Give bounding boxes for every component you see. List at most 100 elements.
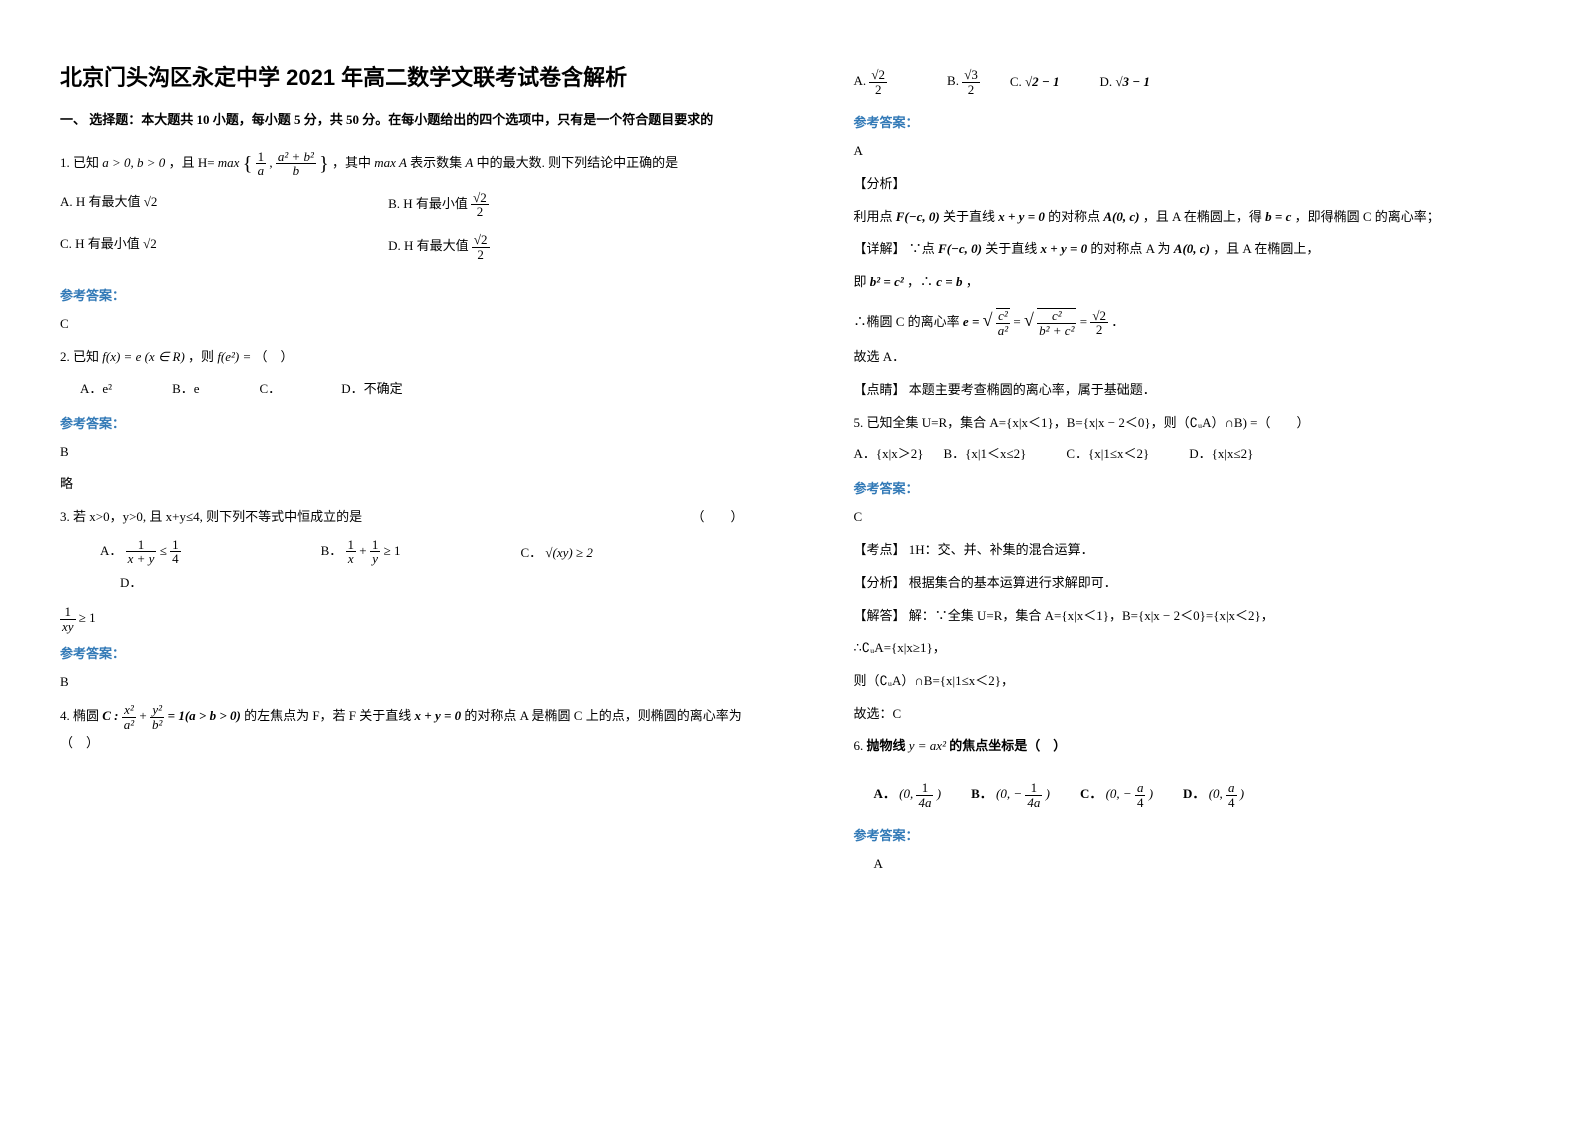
- q6-optD-den: 4: [1226, 796, 1237, 810]
- q3-optB-lfrac: 1 x: [346, 538, 357, 566]
- q6-optA-frac: 1 4a: [916, 781, 933, 809]
- q1-text-b: ，且 H=: [169, 155, 218, 170]
- q6-answer-label: 参考答案：: [854, 825, 1538, 844]
- eq2: =: [1080, 314, 1091, 329]
- q6-optD-pre: D．: [1183, 786, 1205, 801]
- q1-stem: 1. 已知 a > 0, b > 0 ，且 H= max { 1 a , a² …: [60, 145, 744, 183]
- q3-optA-rnum: 1: [170, 538, 181, 553]
- q4-eq: = 1(a > b > 0): [168, 708, 241, 723]
- q2-f: f(x) = e (x ∈ R): [102, 349, 185, 364]
- q1-optB-num: √2: [471, 191, 489, 206]
- q6-y: y = ax²: [909, 738, 946, 753]
- q4-F: F(−c, 0): [896, 209, 940, 224]
- q3-optC-pre: C．: [521, 545, 543, 560]
- q4-detail: 【详解】 ∵点 F(−c, 0) 关于直线 x + y = 0 的对称点 A 为…: [854, 237, 1538, 262]
- q6-optA-num: 1: [916, 781, 933, 796]
- q1-optD-num: √2: [472, 233, 490, 248]
- q6-optB-pre: B．: [971, 786, 993, 801]
- q4-Apt2: A(0, c): [1174, 241, 1210, 256]
- q6-optB-num: 1: [1025, 781, 1042, 796]
- q1-answer: C: [60, 312, 744, 337]
- q4-ecc-expr: e =: [963, 314, 979, 329]
- q3-optD-num: 1: [60, 605, 76, 620]
- q6-optD-num: a: [1226, 781, 1237, 796]
- q1-frac2-num: a² + b²: [276, 150, 316, 165]
- q4-line2: x + y = 0: [998, 209, 1045, 224]
- q4-stem: 4. 椭圆 C : x² a² + y² b² = 1(a > b > 0) 的…: [60, 703, 744, 756]
- q4-ecc-a: ∴椭圆 C 的离心率: [854, 314, 960, 329]
- q3-optA-pre: A．: [100, 543, 122, 558]
- page-title: 北京门头沟区永定中学 2021 年高二数学文联考试卷含解析: [60, 60, 744, 92]
- q4-a-d: ，且 A 在椭圆上，得: [1143, 209, 1262, 224]
- q5-answer-label: 参考答案：: [854, 478, 1538, 497]
- q3-answer: B: [60, 670, 744, 695]
- q4-frac2: y² b²: [150, 703, 164, 731]
- q1-text-e: 中的最大数. 则下列结论中正确的是: [477, 155, 679, 170]
- q4-optD-pre: D.: [1100, 74, 1113, 89]
- q1-options: A. H 有最大值 √2 B. H 有最小值 √2 2 C. H 有最小值 √2…: [60, 191, 744, 276]
- q4-optA-den: 2: [869, 83, 887, 97]
- q4-b2c2: b² = c²: [870, 274, 904, 289]
- q6-optB: B． (0, − 1 4a ): [971, 781, 1050, 809]
- q4-s1-num: c²: [996, 309, 1010, 324]
- q2-stem: 2. 已知 f(x) = e (x ∈ R) ，则 f(e²) = （ ）: [60, 345, 744, 370]
- q3-optC-val: √(xy) ≥ 2: [545, 545, 592, 560]
- q3-optB-rnum: 1: [370, 538, 381, 553]
- q5-analysis-text: 根据集合的基本运算进行求解即可．: [909, 575, 1117, 590]
- q4-optA-num: √2: [869, 68, 887, 83]
- q4-detail2: 即 b² = c² ，∴ c = b ，: [854, 270, 1538, 295]
- q3-optB-rfrac: 1 y: [370, 538, 381, 566]
- q5-solve: 【解答】 解：∵全集 U=R，集合 A={x|x＜1}，B={x|x − 2＜0…: [854, 604, 1538, 629]
- q4-analysis-label: 【分析】: [854, 172, 1538, 197]
- q3-optB-rden: y: [370, 552, 381, 566]
- q1-A: A: [465, 155, 473, 170]
- q4-d-f: ，∴: [907, 274, 933, 289]
- q6-options: A． (0, 1 4a ) B． (0, − 1 4a ) C． (0, − a…: [874, 781, 1538, 815]
- q3-optA-rel: ≤: [160, 543, 167, 558]
- q4-s1-den: a²: [996, 324, 1010, 338]
- q4-text-b: 的左焦点为 F，若 F 关于直线: [244, 708, 411, 723]
- left-column: 北京门头沟区永定中学 2021 年高二数学文联考试卷含解析 一、 选择题：本大题…: [0, 0, 794, 1122]
- q4-optC: C. √2 − 1: [1010, 74, 1060, 90]
- q1-cond: a > 0, b > 0: [102, 155, 165, 170]
- q1-frac1-num: 1: [256, 150, 267, 165]
- q5-solve-c: 则（∁ᵤA）∩B={x|1≤x＜2}，: [854, 669, 1538, 694]
- q4-a-e: ，即得椭圆 C 的离心率；: [1295, 209, 1440, 224]
- q4-optB-num: √3: [962, 68, 980, 83]
- q5-analysis: 【分析】 根据集合的基本运算进行求解即可．: [854, 571, 1538, 596]
- q6-answer: A: [874, 852, 1538, 877]
- q4-optB-frac: √3 2: [962, 68, 980, 96]
- right-column: A. √2 2 B. √3 2 C. √2 − 1 D. √3 − 1 参考答案…: [794, 0, 1587, 1122]
- sqrt-sign1: √: [983, 310, 993, 330]
- q1-optD-den: 2: [472, 248, 490, 262]
- q5-stem: 5. 已知全集 U=R，集合 A={x|x＜1}，B={x|x − 2＜0}，则…: [854, 411, 1538, 436]
- q4-analysis: 利用点 F(−c, 0) 关于直线 x + y = 0 的对称点 A(0, c)…: [854, 205, 1538, 230]
- q4-optD: D. √3 − 1: [1100, 74, 1150, 90]
- q6-optD-x: (0,: [1209, 786, 1223, 801]
- q5-optC: C．{x|1≤x＜2}: [1066, 443, 1149, 462]
- q6-optB-frac: 1 4a: [1025, 781, 1042, 809]
- q2-optA: A．e²: [80, 378, 112, 397]
- q5-analysis-label: 【分析】: [854, 575, 906, 590]
- q1-text-d: 表示数集: [410, 155, 462, 170]
- q5-answer: C: [854, 505, 1538, 530]
- q6-optD: D． (0, a 4 ): [1183, 781, 1244, 809]
- brace-close: }: [319, 153, 329, 175]
- section-heading: 一、 选择题：本大题共 10 小题，每小题 5 分，共 50 分。在每小题给出的…: [60, 110, 744, 131]
- q4-e1-den: a²: [122, 718, 136, 732]
- q6-optC-pre: C．: [1080, 786, 1102, 801]
- q3-optD-frac: 1 xy: [60, 605, 76, 633]
- q4-line3: x + y = 0: [1041, 241, 1088, 256]
- q1-frac2-den: b: [276, 164, 316, 178]
- q3-optB-plus: +: [359, 543, 366, 558]
- q1-maxA: max A: [374, 155, 407, 170]
- q2-answer-label: 参考答案：: [60, 413, 744, 432]
- q6-optB-close: ): [1046, 786, 1050, 801]
- q4-optB-den: 2: [962, 83, 980, 97]
- q3-optB-lden: x: [346, 552, 357, 566]
- q4-d-g: ，: [966, 274, 979, 289]
- q4-optD-val: √3 − 1: [1115, 74, 1150, 89]
- q1-optB-frac: √2 2: [471, 191, 489, 219]
- q1-frac1: 1 a: [256, 150, 267, 178]
- q4-d-c: 的对称点 A 为: [1090, 241, 1170, 256]
